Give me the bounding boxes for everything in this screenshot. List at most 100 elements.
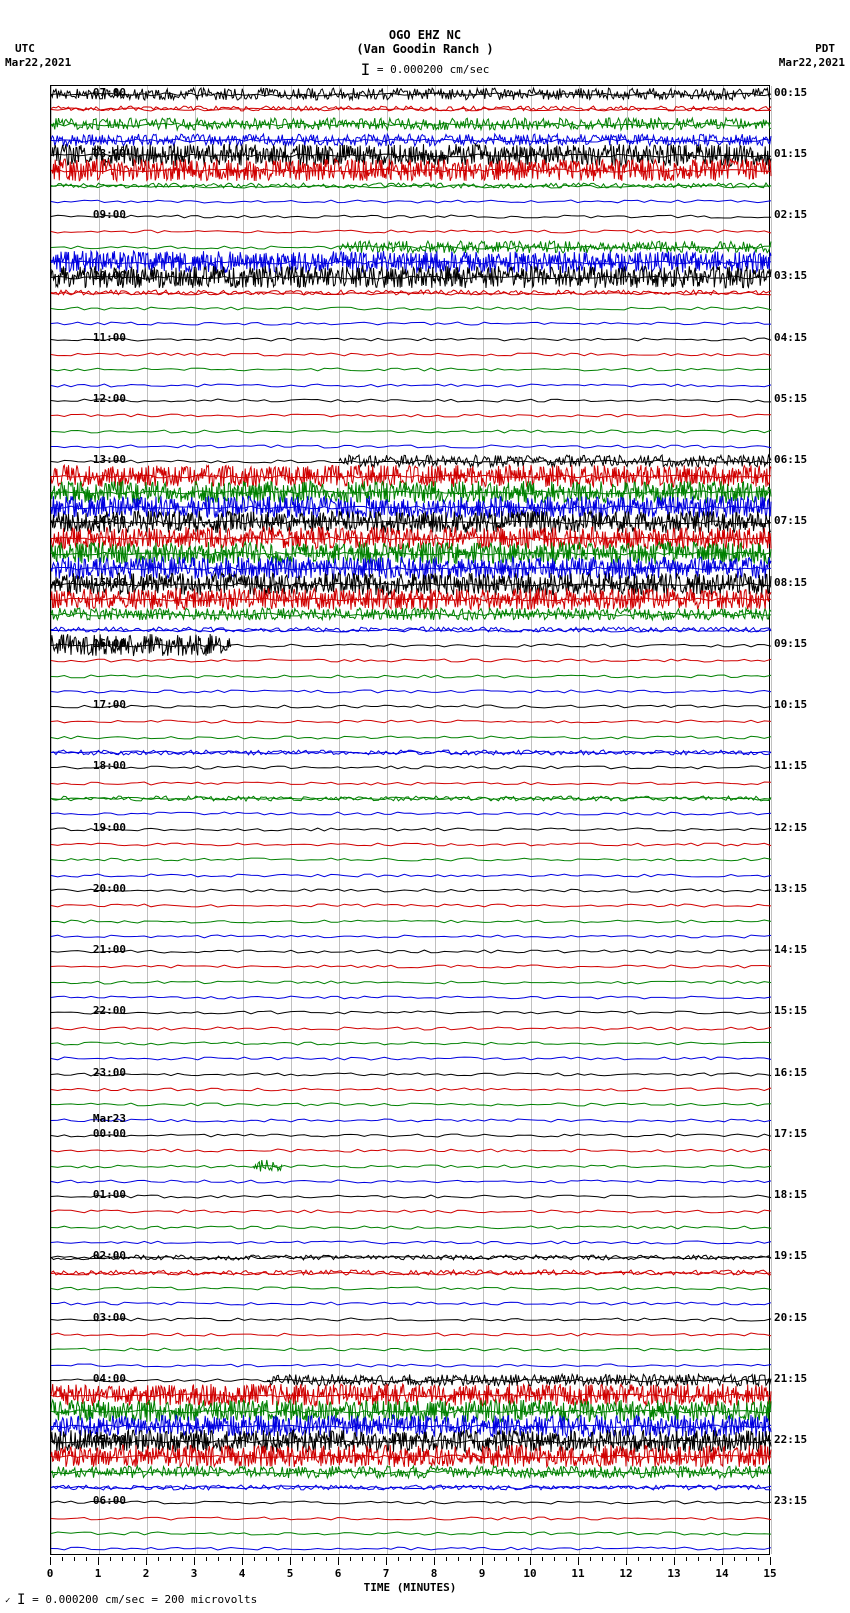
trace-row	[51, 691, 769, 692]
utc-time-label: 10:00	[66, 269, 126, 282]
x-tick	[530, 1557, 531, 1565]
utc-time-label: 23:00	[66, 1066, 126, 1079]
pdt-time-label: 01:15	[774, 147, 807, 160]
trace-row	[51, 1456, 769, 1457]
trace-row	[51, 1089, 769, 1090]
pdt-time-label: 20:15	[774, 1311, 807, 1324]
x-tick-minor	[758, 1557, 759, 1561]
x-tick-minor	[134, 1557, 135, 1561]
x-tick-minor	[446, 1557, 447, 1561]
utc-time-label: 17:00	[66, 698, 126, 711]
trace-row	[51, 798, 769, 799]
trace-row	[51, 277, 769, 278]
trace-row	[51, 476, 769, 477]
trace-row	[51, 783, 769, 784]
pdt-time-label: 10:15	[774, 698, 807, 711]
x-tick-minor	[206, 1557, 207, 1561]
trace-row	[51, 584, 769, 585]
x-tick-label: 6	[335, 1567, 342, 1580]
x-tick-minor	[326, 1557, 327, 1561]
trace-row	[51, 1441, 769, 1442]
x-tick	[98, 1557, 99, 1565]
utc-time-label: 14:00	[66, 514, 126, 527]
seismic-activity	[51, 159, 771, 181]
pdt-time-label: 21:15	[774, 1372, 807, 1385]
pdt-time-label: 12:15	[774, 821, 807, 834]
scale-indicator: I = 0.000200 cm/sec	[0, 60, 850, 79]
x-tick-minor	[410, 1557, 411, 1561]
x-tick-minor	[230, 1557, 231, 1561]
x-tick-minor	[374, 1557, 375, 1561]
trace-row	[51, 1211, 769, 1212]
trace-row	[51, 645, 769, 646]
trace-row	[51, 982, 769, 983]
x-tick-label: 12	[619, 1567, 632, 1580]
pdt-time-label: 15:15	[774, 1004, 807, 1017]
trace-row	[51, 1303, 769, 1304]
trace-row	[51, 890, 769, 891]
trace-row	[51, 936, 769, 937]
trace-row	[51, 721, 769, 722]
tz-right-label: PDT	[815, 42, 835, 55]
x-tick-minor	[314, 1557, 315, 1561]
trace-row	[51, 630, 769, 631]
x-tick-minor	[590, 1557, 591, 1561]
pdt-time-label: 09:15	[774, 637, 807, 650]
seismic-activity	[51, 266, 771, 288]
x-tick	[626, 1557, 627, 1565]
trace-row	[51, 201, 769, 202]
seismic-activity	[51, 627, 771, 632]
x-tick-minor	[122, 1557, 123, 1561]
x-tick-minor	[554, 1557, 555, 1561]
utc-time-label: 05:00	[66, 1433, 126, 1446]
pdt-time-label: 13:15	[774, 882, 807, 895]
utc-time-label: 02:00	[66, 1249, 126, 1262]
utc-time-label: 15:00	[66, 576, 126, 589]
utc-time-label: 04:00	[66, 1372, 126, 1385]
utc-time-label: 01:00	[66, 1188, 126, 1201]
x-tick-minor	[566, 1557, 567, 1561]
trace-row	[51, 752, 769, 753]
trace-row	[51, 1104, 769, 1105]
pdt-time-label: 06:15	[774, 453, 807, 466]
trace-row	[51, 1058, 769, 1059]
trace-row	[51, 507, 769, 508]
trace-row	[51, 1395, 769, 1396]
trace-row	[51, 354, 769, 355]
trace-row	[51, 875, 769, 876]
footer-scale-text: = 0.000200 cm/sec = 200 microvolts	[32, 1593, 257, 1606]
x-tick-minor	[398, 1557, 399, 1561]
trace-row	[51, 1227, 769, 1228]
x-tick-minor	[710, 1557, 711, 1561]
x-tick-label: 4	[239, 1567, 246, 1580]
utc-time-label: 19:00	[66, 821, 126, 834]
seismic-activity	[51, 183, 771, 188]
x-tick-label: 8	[431, 1567, 438, 1580]
trace-row	[51, 844, 769, 845]
trace-row	[51, 1028, 769, 1029]
trace-row	[51, 231, 769, 232]
utc-time-label: 07:00	[66, 86, 126, 99]
trace-row	[51, 997, 769, 998]
seismic-activity	[51, 88, 771, 100]
trace-row	[51, 216, 769, 217]
pdt-time-label: 14:15	[774, 943, 807, 956]
x-tick-label: 15	[763, 1567, 776, 1580]
trace-row	[51, 1518, 769, 1519]
x-tick-minor	[650, 1557, 651, 1561]
x-tick	[242, 1557, 243, 1565]
x-tick-minor	[158, 1557, 159, 1561]
x-tick-minor	[62, 1557, 63, 1561]
x-tick-minor	[686, 1557, 687, 1561]
x-tick-minor	[518, 1557, 519, 1561]
utc-time-label: 06:00	[66, 1494, 126, 1507]
trace-row	[51, 186, 769, 187]
x-tick-label: 9	[479, 1567, 486, 1580]
seismic-activity	[51, 608, 771, 620]
pdt-time-label: 11:15	[774, 759, 807, 772]
trace-row	[51, 859, 769, 860]
x-tick-minor	[602, 1557, 603, 1561]
pdt-time-label: 16:15	[774, 1066, 807, 1079]
x-tick-minor	[362, 1557, 363, 1561]
x-tick	[50, 1557, 51, 1565]
